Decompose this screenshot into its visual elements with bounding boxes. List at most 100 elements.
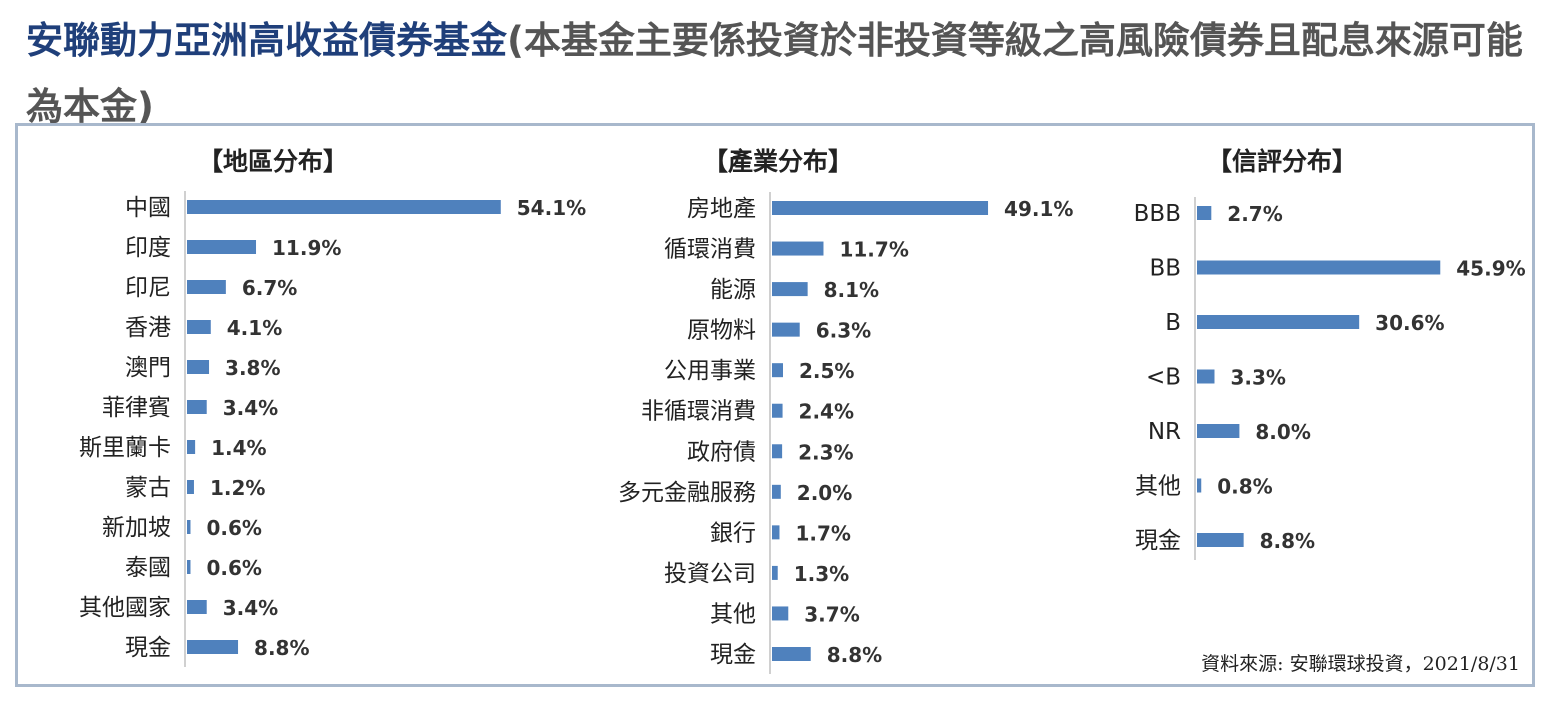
data-label: 8.8% bbox=[1260, 529, 1315, 553]
bar bbox=[187, 240, 257, 254]
data-label: 0.6% bbox=[206, 556, 261, 580]
data-label: 3.4% bbox=[223, 596, 278, 620]
fund-disclaimer: (本基金主要係投資於非投資等級之高風險債券且配息來源可能為本金) bbox=[26, 19, 1523, 128]
category-label: BBB bbox=[1134, 201, 1181, 227]
bar bbox=[187, 400, 207, 414]
bar bbox=[1197, 369, 1215, 384]
data-label: 6.7% bbox=[242, 276, 297, 300]
category-label: 其他 bbox=[1135, 474, 1181, 500]
bar bbox=[187, 320, 211, 334]
bar bbox=[187, 520, 191, 534]
data-label: 0.8% bbox=[1217, 475, 1272, 499]
category-label: 投資公司 bbox=[664, 561, 756, 587]
category-label: 現金 bbox=[710, 642, 756, 668]
charts-panel: 【地區分布】中國 54.1% 印度 11.9% 印尼 6.7% 香港 4.1% 澳門 3.8% 菲律… bbox=[15, 123, 1535, 687]
category-label: 印度 bbox=[125, 235, 171, 261]
category-label: 政府債 bbox=[687, 439, 756, 465]
bar bbox=[1197, 424, 1240, 438]
data-label: 1.7% bbox=[795, 521, 850, 545]
data-label: 1.2% bbox=[210, 476, 265, 500]
bar bbox=[187, 360, 210, 374]
bar bbox=[772, 282, 808, 297]
data-label: 8.8% bbox=[254, 636, 309, 660]
data-label: 3.7% bbox=[804, 602, 859, 626]
category-label: 澳門 bbox=[125, 355, 171, 381]
category-label: B bbox=[1165, 310, 1181, 336]
bar bbox=[1197, 533, 1244, 547]
category-label: 原物料 bbox=[687, 318, 756, 344]
category-label: 房地產 bbox=[687, 196, 756, 222]
data-label: 30.6% bbox=[1375, 311, 1444, 335]
bar bbox=[1197, 315, 1360, 329]
bar bbox=[772, 322, 800, 337]
data-label: 3.8% bbox=[225, 356, 280, 380]
chart-title: 【地區分布】 bbox=[198, 147, 348, 176]
category-label: 泰國 bbox=[125, 555, 171, 581]
category-label: 現金 bbox=[125, 635, 171, 661]
data-label: 6.3% bbox=[816, 319, 871, 343]
category-label: 能源 bbox=[710, 277, 756, 303]
bar bbox=[1197, 260, 1441, 275]
category-label: 斯里蘭卡 bbox=[79, 435, 171, 461]
data-label: 8.8% bbox=[827, 643, 882, 667]
source-note: 資料來源: 安聯環球投資，2021/8/31 bbox=[1201, 653, 1520, 675]
bar bbox=[772, 241, 824, 256]
bar bbox=[1197, 478, 1202, 493]
category-label: 公用事業 bbox=[664, 358, 756, 384]
category-label: 非循環消費 bbox=[641, 399, 756, 425]
bar bbox=[187, 560, 191, 574]
data-label: 8.0% bbox=[1255, 420, 1310, 444]
bar bbox=[187, 280, 226, 294]
category-label: 印尼 bbox=[125, 275, 171, 301]
bar bbox=[772, 484, 781, 499]
data-label: 54.1% bbox=[517, 196, 586, 220]
category-label: 其他 bbox=[710, 601, 756, 627]
category-label: 菲律賓 bbox=[102, 395, 171, 421]
data-label: 3.3% bbox=[1230, 366, 1285, 390]
category-label: BB bbox=[1149, 256, 1181, 282]
category-label: NR bbox=[1148, 419, 1181, 445]
bar bbox=[772, 606, 789, 621]
bar bbox=[1197, 206, 1212, 220]
data-label: 2.4% bbox=[799, 400, 854, 424]
data-label: 1.4% bbox=[211, 436, 266, 460]
bar bbox=[187, 600, 207, 614]
data-label: 8.1% bbox=[824, 278, 879, 302]
bar bbox=[772, 525, 780, 540]
category-label: <B bbox=[1146, 365, 1181, 391]
bar bbox=[772, 403, 783, 418]
bar bbox=[187, 480, 194, 494]
data-label: 11.9% bbox=[272, 236, 341, 260]
page-title: 安聯動力亞洲高收益債券基金(本基金主要係投資於非投資等級之高風險債券且配息來源可… bbox=[26, 8, 1536, 140]
data-label: 49.1% bbox=[1004, 197, 1073, 221]
bar bbox=[772, 363, 783, 378]
category-label: 其他國家 bbox=[79, 595, 171, 621]
bar bbox=[187, 200, 501, 214]
data-label: 2.7% bbox=[1227, 202, 1282, 226]
bar bbox=[772, 647, 811, 661]
data-label: 11.7% bbox=[839, 238, 908, 262]
data-label: 2.5% bbox=[799, 359, 854, 383]
data-label: 1.3% bbox=[794, 562, 849, 586]
category-label: 蒙古 bbox=[125, 475, 171, 501]
bar bbox=[187, 640, 239, 654]
category-label: 香港 bbox=[125, 315, 171, 341]
category-label: 多元金融服務 bbox=[618, 480, 756, 506]
chart-title: 【產業分布】 bbox=[703, 147, 853, 176]
data-label: 2.0% bbox=[797, 481, 852, 505]
fund-name: 安聯動力亞洲高收益債券基金 bbox=[26, 19, 507, 62]
data-label: 0.6% bbox=[206, 516, 261, 540]
data-label: 45.9% bbox=[1456, 257, 1525, 281]
charts-svg: 【地區分布】中國 54.1% 印度 11.9% 印尼 6.7% 香港 4.1% 澳門 3.8% 菲律… bbox=[79, 147, 1526, 674]
category-label: 新加坡 bbox=[102, 515, 171, 541]
chart-title: 【信評分布】 bbox=[1207, 147, 1357, 176]
category-label: 現金 bbox=[1135, 528, 1181, 554]
data-label: 3.4% bbox=[223, 396, 278, 420]
data-label: 2.3% bbox=[798, 440, 853, 464]
bar bbox=[772, 444, 783, 459]
bar bbox=[187, 440, 196, 454]
category-label: 銀行 bbox=[710, 520, 756, 546]
category-label: 中國 bbox=[125, 195, 171, 221]
data-label: 4.1% bbox=[227, 316, 282, 340]
bar bbox=[772, 201, 989, 215]
